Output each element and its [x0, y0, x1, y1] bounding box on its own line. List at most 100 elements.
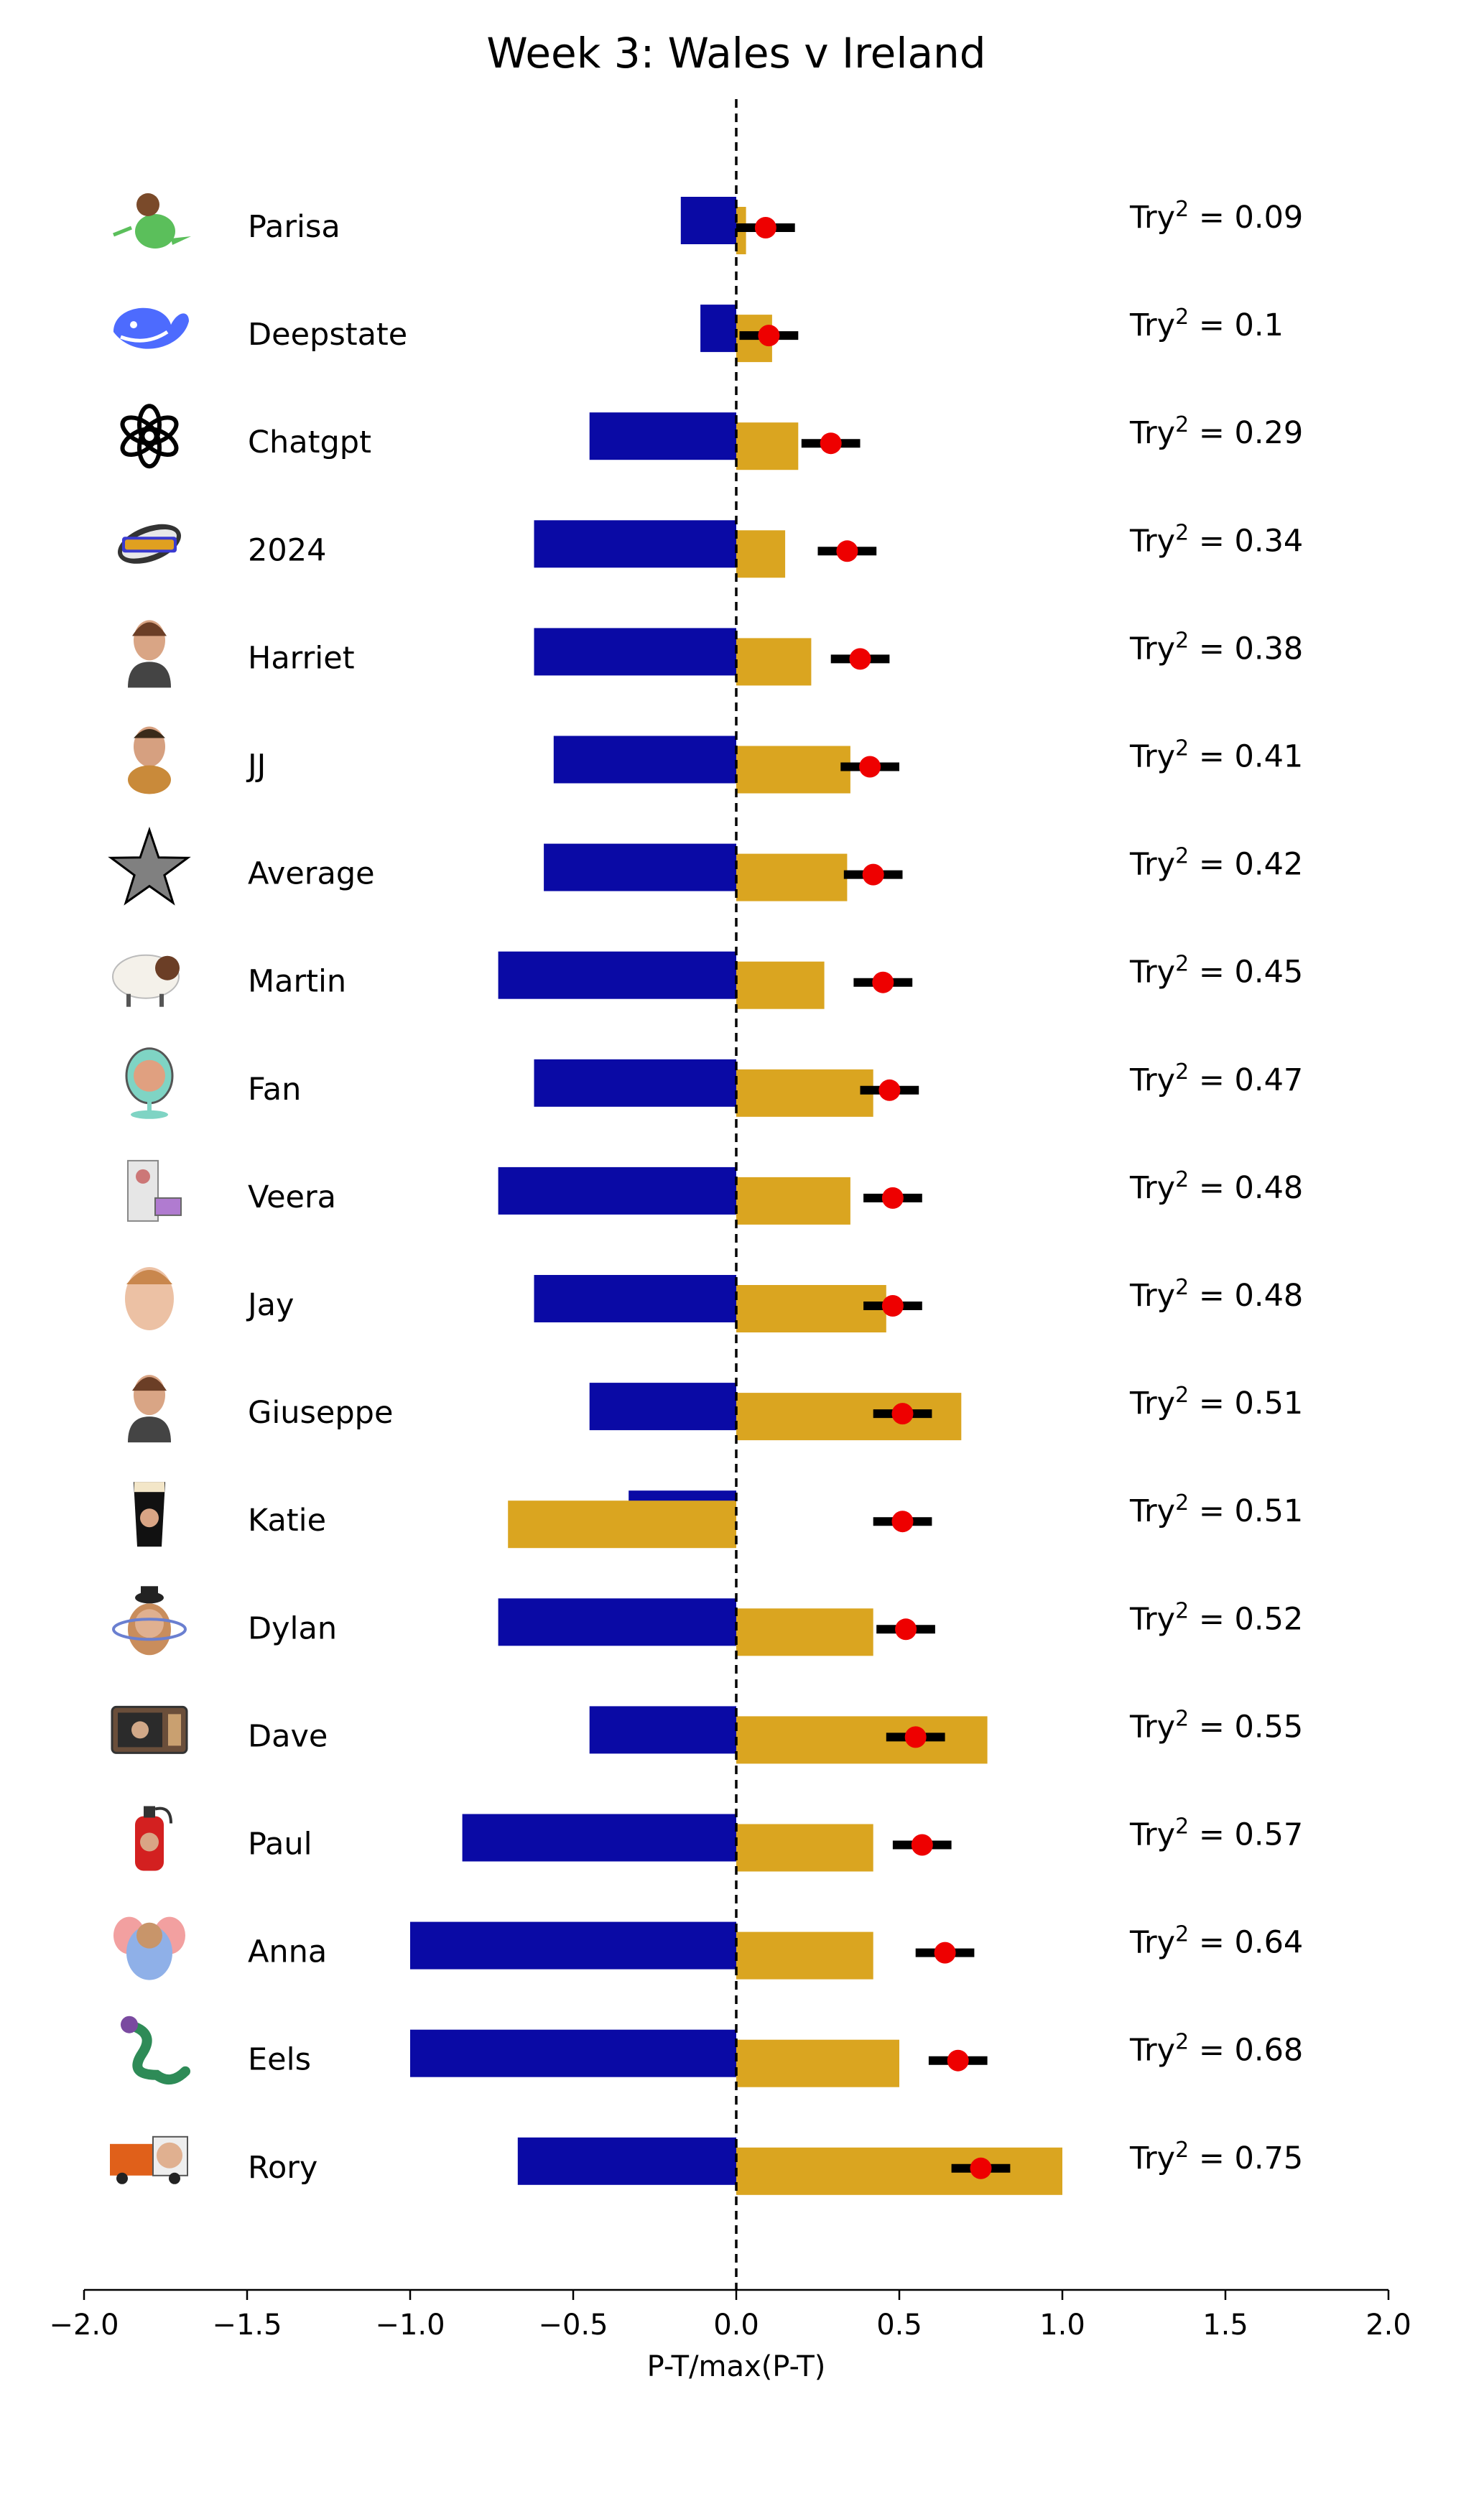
try2-score-label: Try2 = 0.51 — [1129, 1383, 1303, 1421]
dinosaur-icon — [113, 193, 191, 249]
row-name-label: Average — [248, 856, 375, 892]
row-harriet: Harriet Try2 = 0.38 — [128, 620, 1303, 688]
x-tick-label: 0.5 — [876, 2309, 922, 2342]
ireland-bar — [736, 961, 825, 1009]
ireland-bar — [736, 2039, 899, 2087]
ireland-bar — [736, 746, 850, 794]
try2-marker — [911, 1834, 933, 1856]
wales-bar — [553, 736, 736, 784]
eel-icon — [121, 2016, 190, 2085]
try2-marker — [754, 217, 776, 238]
try2-marker — [878, 1079, 901, 1101]
try2-marker — [904, 1726, 927, 1748]
fire-extinguisher-icon — [135, 1806, 172, 1871]
try2-marker — [836, 540, 858, 562]
row-eels: Eels Try2 = 0.68 — [121, 2016, 1303, 2087]
try2-score-label: Try2 = 0.45 — [1129, 952, 1303, 991]
ireland-bar — [736, 1177, 850, 1225]
wales-bar — [680, 197, 736, 244]
x-tick-label: 1.0 — [1039, 2309, 1085, 2342]
wales-bar — [462, 1814, 736, 1862]
openai-logo-icon — [120, 404, 179, 469]
try2-score-label: Try2 = 0.1 — [1129, 305, 1284, 343]
row-2024: 2024 Try2 = 0.34 — [118, 520, 1303, 578]
wales-bar — [410, 1921, 736, 1970]
try2-marker — [947, 2049, 969, 2072]
ireland-bar — [736, 1069, 873, 1117]
row-dave: Dave Try2 = 0.55 — [111, 1705, 1303, 1764]
try2-score-label: Try2 = 0.41 — [1129, 736, 1303, 775]
row-veera: Veera Try2 = 0.48 — [127, 1159, 1303, 1225]
microwave-icon — [111, 1705, 188, 1754]
wales-bar — [534, 1059, 736, 1107]
row-name-label: Fan — [248, 1072, 301, 1108]
star-icon — [108, 826, 191, 906]
wales-bar — [534, 628, 736, 676]
person-icon — [128, 1375, 171, 1443]
ireland-bar — [736, 1285, 886, 1332]
row-name-label: JJ — [246, 748, 266, 784]
x-tick-label: −1.5 — [212, 2309, 282, 2342]
computer-icon — [127, 1159, 182, 1222]
x-axis-ticks: −2.0 −1.5 −1.0 −0.5 0.0 0.5 1.0 1.5 2.0 — [49, 2290, 1411, 2342]
try2-marker — [891, 1403, 914, 1425]
elephant-icon — [113, 1916, 185, 1980]
wales-bar — [544, 843, 736, 891]
row-name-label: Eels — [248, 2042, 311, 2078]
wales-bar — [517, 2137, 736, 2185]
try2-score-label: Try2 = 0.57 — [1129, 1814, 1303, 1853]
row-anna: Anna Try2 = 0.64 — [113, 1916, 1303, 1980]
try2-score-label: Try2 = 0.29 — [1129, 412, 1303, 451]
try2-marker — [891, 1511, 914, 1533]
ireland-bar — [736, 638, 812, 686]
wales-bar — [498, 1166, 736, 1215]
row-giuseppe: Giuseppe Try2 = 0.51 — [128, 1375, 1303, 1443]
row-name-label: Harriet — [248, 640, 355, 676]
person-with-dog-icon — [128, 726, 171, 794]
row-paul: Paul Try2 = 0.57 — [135, 1806, 1303, 1872]
ireland-bar — [736, 1716, 988, 1764]
row-deepstate: Deepstate Try2 = 0.1 — [113, 305, 1284, 363]
x-tick-label: −1.0 — [375, 2309, 445, 2342]
try2-marker — [895, 1618, 917, 1641]
row-name-label: Giuseppe — [248, 1395, 393, 1431]
try2-marker — [820, 432, 842, 455]
x-tick-label: −0.5 — [538, 2309, 608, 2342]
try2-score-label: Try2 = 0.48 — [1129, 1167, 1303, 1206]
chart-title: Week 3: Wales v Ireland — [486, 29, 986, 78]
try2-marker — [881, 1295, 904, 1317]
try2-score-label: Try2 = 0.47 — [1129, 1059, 1303, 1098]
row-name-label: Dylan — [248, 1610, 337, 1646]
wales-bar — [589, 1706, 736, 1754]
try2-marker — [859, 756, 881, 778]
x-tick-label: 2.0 — [1365, 2309, 1411, 2342]
row-name-label: Jay — [246, 1287, 294, 1323]
try2-score-label: Try2 = 0.34 — [1129, 520, 1303, 559]
row-name-label: Rory — [248, 2150, 317, 2186]
wales-bar — [534, 520, 736, 568]
try2-score-label: Try2 = 0.09 — [1129, 197, 1303, 236]
row-jj: JJ Try2 = 0.41 — [128, 726, 1303, 794]
row-average: Average Try2 = 0.42 — [108, 826, 1303, 906]
potato-head-icon — [112, 1586, 187, 1656]
ireland-bar — [736, 2147, 1062, 2195]
person-icon — [128, 620, 171, 688]
try2-score-label: Try2 = 0.48 — [1129, 1275, 1303, 1314]
row-name-label: Veera — [248, 1179, 336, 1215]
row-name-label: Anna — [248, 1934, 327, 1970]
ireland-bar — [736, 422, 799, 470]
try2-marker — [872, 971, 894, 993]
wales-bar — [589, 412, 736, 460]
try2-marker — [862, 863, 884, 886]
wales-bar — [534, 1275, 736, 1322]
try2-score-label: Try2 = 0.38 — [1129, 628, 1303, 667]
try2-marker — [758, 325, 780, 347]
x-axis-label: P-T/max(P-T) — [647, 2350, 826, 2383]
x-tick-label: −2.0 — [49, 2309, 119, 2342]
try2-marker — [881, 1187, 904, 1209]
wales-bar — [589, 1383, 736, 1431]
row-katie: Katie Try2 = 0.51 — [134, 1482, 1303, 1549]
row-name-label: Chatgpt — [248, 425, 371, 460]
wales-bar — [410, 2029, 736, 2077]
